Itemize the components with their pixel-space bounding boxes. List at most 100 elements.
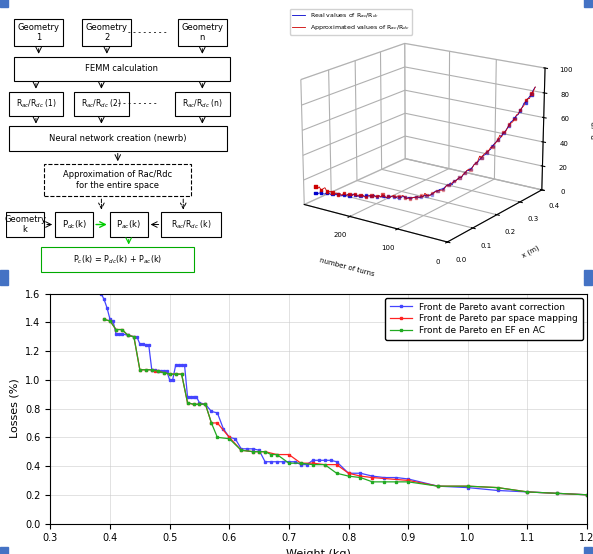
Text: R$_{ac}$/R$_{dc}$ (2): R$_{ac}$/R$_{dc}$ (2) [81, 98, 122, 110]
Front de Pareto par space mapping [136, 366, 144, 373]
Front de Pareto en EF en AC [333, 470, 340, 476]
Front de Pareto par space mapping [148, 366, 155, 373]
Front de Pareto en EF en AC [125, 332, 132, 338]
Front de Pareto par space mapping [494, 484, 501, 491]
Front de Pareto par space mapping [130, 334, 138, 340]
Front de Pareto par space mapping [190, 401, 197, 408]
Front de Pareto par space mapping [238, 447, 245, 454]
Front de Pareto par space mapping [262, 448, 269, 455]
Front de Pareto avant correction [184, 394, 191, 401]
Front de Pareto en EF en AC [107, 317, 114, 324]
Front de Pareto en EF en AC [238, 447, 245, 454]
Front de Pareto en EF en AC [404, 479, 412, 485]
Front de Pareto en EF en AC [142, 366, 149, 373]
Front de Pareto avant correction [193, 394, 200, 401]
Front de Pareto par space mapping [464, 483, 471, 490]
Front de Pareto par space mapping [321, 461, 329, 468]
Front de Pareto par space mapping [297, 460, 304, 466]
Front de Pareto par space mapping [524, 489, 531, 495]
Front de Pareto par space mapping [196, 401, 203, 408]
Front de Pareto par space mapping [357, 473, 364, 479]
FancyBboxPatch shape [175, 91, 229, 116]
Front de Pareto en EF en AC [226, 435, 233, 442]
Front de Pareto en EF en AC [250, 448, 257, 455]
Front de Pareto en EF en AC [154, 368, 161, 375]
FancyBboxPatch shape [9, 91, 63, 116]
Front de Pareto par space mapping [333, 461, 340, 468]
Front de Pareto en EF en AC [184, 399, 191, 406]
Front de Pareto en EF en AC [381, 479, 388, 485]
Front de Pareto par space mapping [160, 370, 167, 376]
Front de Pareto par space mapping [202, 401, 209, 408]
Front de Pareto par space mapping [208, 419, 215, 426]
Front de Pareto par space mapping [172, 371, 179, 377]
Front de Pareto en EF en AC [202, 401, 209, 408]
Text: - - - - - - - -: - - - - - - - - [129, 28, 167, 37]
Front de Pareto par space mapping [404, 477, 412, 484]
Front de Pareto par space mapping [154, 368, 161, 375]
Front de Pareto en EF en AC [113, 326, 120, 333]
FancyBboxPatch shape [82, 19, 132, 46]
Text: Approximation of Rac/Rdc
for the entire space: Approximation of Rac/Rdc for the entire … [63, 171, 173, 190]
Front de Pareto en EF en AC [166, 371, 173, 377]
Front de Pareto par space mapping [151, 368, 158, 375]
Text: Neural network creation (newrb): Neural network creation (newrb) [49, 134, 187, 143]
Front de Pareto par space mapping [435, 483, 442, 490]
Front de Pareto en EF en AC [494, 484, 501, 491]
Front de Pareto par space mapping [142, 366, 149, 373]
Front de Pareto en EF en AC [524, 489, 531, 495]
FancyBboxPatch shape [161, 212, 221, 237]
Front de Pareto en EF en AC [321, 461, 329, 468]
Front de Pareto par space mapping [584, 491, 591, 498]
Front de Pareto en EF en AC [285, 460, 292, 466]
Front de Pareto avant correction [97, 290, 104, 297]
Front de Pareto en EF en AC [345, 473, 352, 479]
Text: FEMM calculation: FEMM calculation [85, 64, 158, 73]
Front de Pareto avant correction [148, 366, 155, 373]
Front de Pareto en EF en AC [208, 419, 215, 426]
X-axis label: Weight (kg): Weight (kg) [286, 549, 351, 554]
Line: Front de Pareto en EF en AC: Front de Pareto en EF en AC [103, 318, 588, 496]
Front de Pareto par space mapping [113, 326, 120, 333]
Front de Pareto par space mapping [214, 419, 221, 426]
Front de Pareto en EF en AC [369, 479, 376, 485]
Front de Pareto en EF en AC [357, 474, 364, 481]
FancyBboxPatch shape [14, 57, 229, 81]
Text: R$_{ac}$/R$_{dc}$ (n): R$_{ac}$/R$_{dc}$ (n) [182, 98, 223, 110]
Front de Pareto en EF en AC [262, 448, 269, 455]
Line: Front de Pareto avant correction: Front de Pareto avant correction [100, 292, 588, 496]
Front de Pareto par space mapping [250, 448, 257, 455]
Front de Pareto en EF en AC [178, 371, 185, 377]
Text: Geometry
1: Geometry 1 [18, 23, 60, 42]
Front de Pareto en EF en AC [101, 316, 108, 323]
Front de Pareto par space mapping [125, 332, 132, 338]
Front de Pareto en EF en AC [214, 434, 221, 440]
FancyBboxPatch shape [6, 212, 44, 237]
Text: P$_c$(k) = P$_{dc}$(k) + P$_{ac}$(k): P$_c$(k) = P$_{dc}$(k) + P$_{ac}$(k) [73, 253, 162, 266]
Front de Pareto avant correction [309, 457, 316, 464]
FancyBboxPatch shape [178, 19, 227, 46]
Front de Pareto en EF en AC [393, 479, 400, 485]
Front de Pareto en EF en AC [130, 334, 138, 340]
Front de Pareto en EF en AC [267, 451, 275, 458]
Text: R$_{ac}$/R$_{dc}$ (1): R$_{ac}$/R$_{dc}$ (1) [15, 98, 56, 110]
Front de Pareto en EF en AC [309, 461, 316, 468]
X-axis label: number of turns: number of turns [318, 258, 375, 278]
Front de Pareto en EF en AC [160, 370, 167, 376]
FancyBboxPatch shape [110, 212, 148, 237]
Front de Pareto par space mapping [554, 490, 561, 497]
Line: Front de Pareto par space mapping: Front de Pareto par space mapping [103, 318, 588, 496]
Text: R$_{ac}$/R$_{dc}$ (k): R$_{ac}$/R$_{dc}$ (k) [171, 218, 212, 231]
Front de Pareto en EF en AC [148, 366, 155, 373]
Front de Pareto par space mapping [184, 399, 191, 406]
Front de Pareto en EF en AC [464, 483, 471, 490]
FancyBboxPatch shape [55, 212, 93, 237]
Front de Pareto par space mapping [226, 434, 233, 440]
Front de Pareto par space mapping [345, 470, 352, 476]
FancyBboxPatch shape [42, 247, 194, 271]
Front de Pareto avant correction [133, 334, 141, 340]
Front de Pareto en EF en AC [273, 451, 280, 458]
Front de Pareto par space mapping [285, 451, 292, 458]
Front de Pareto par space mapping [256, 448, 263, 455]
Front de Pareto en EF en AC [297, 460, 304, 466]
